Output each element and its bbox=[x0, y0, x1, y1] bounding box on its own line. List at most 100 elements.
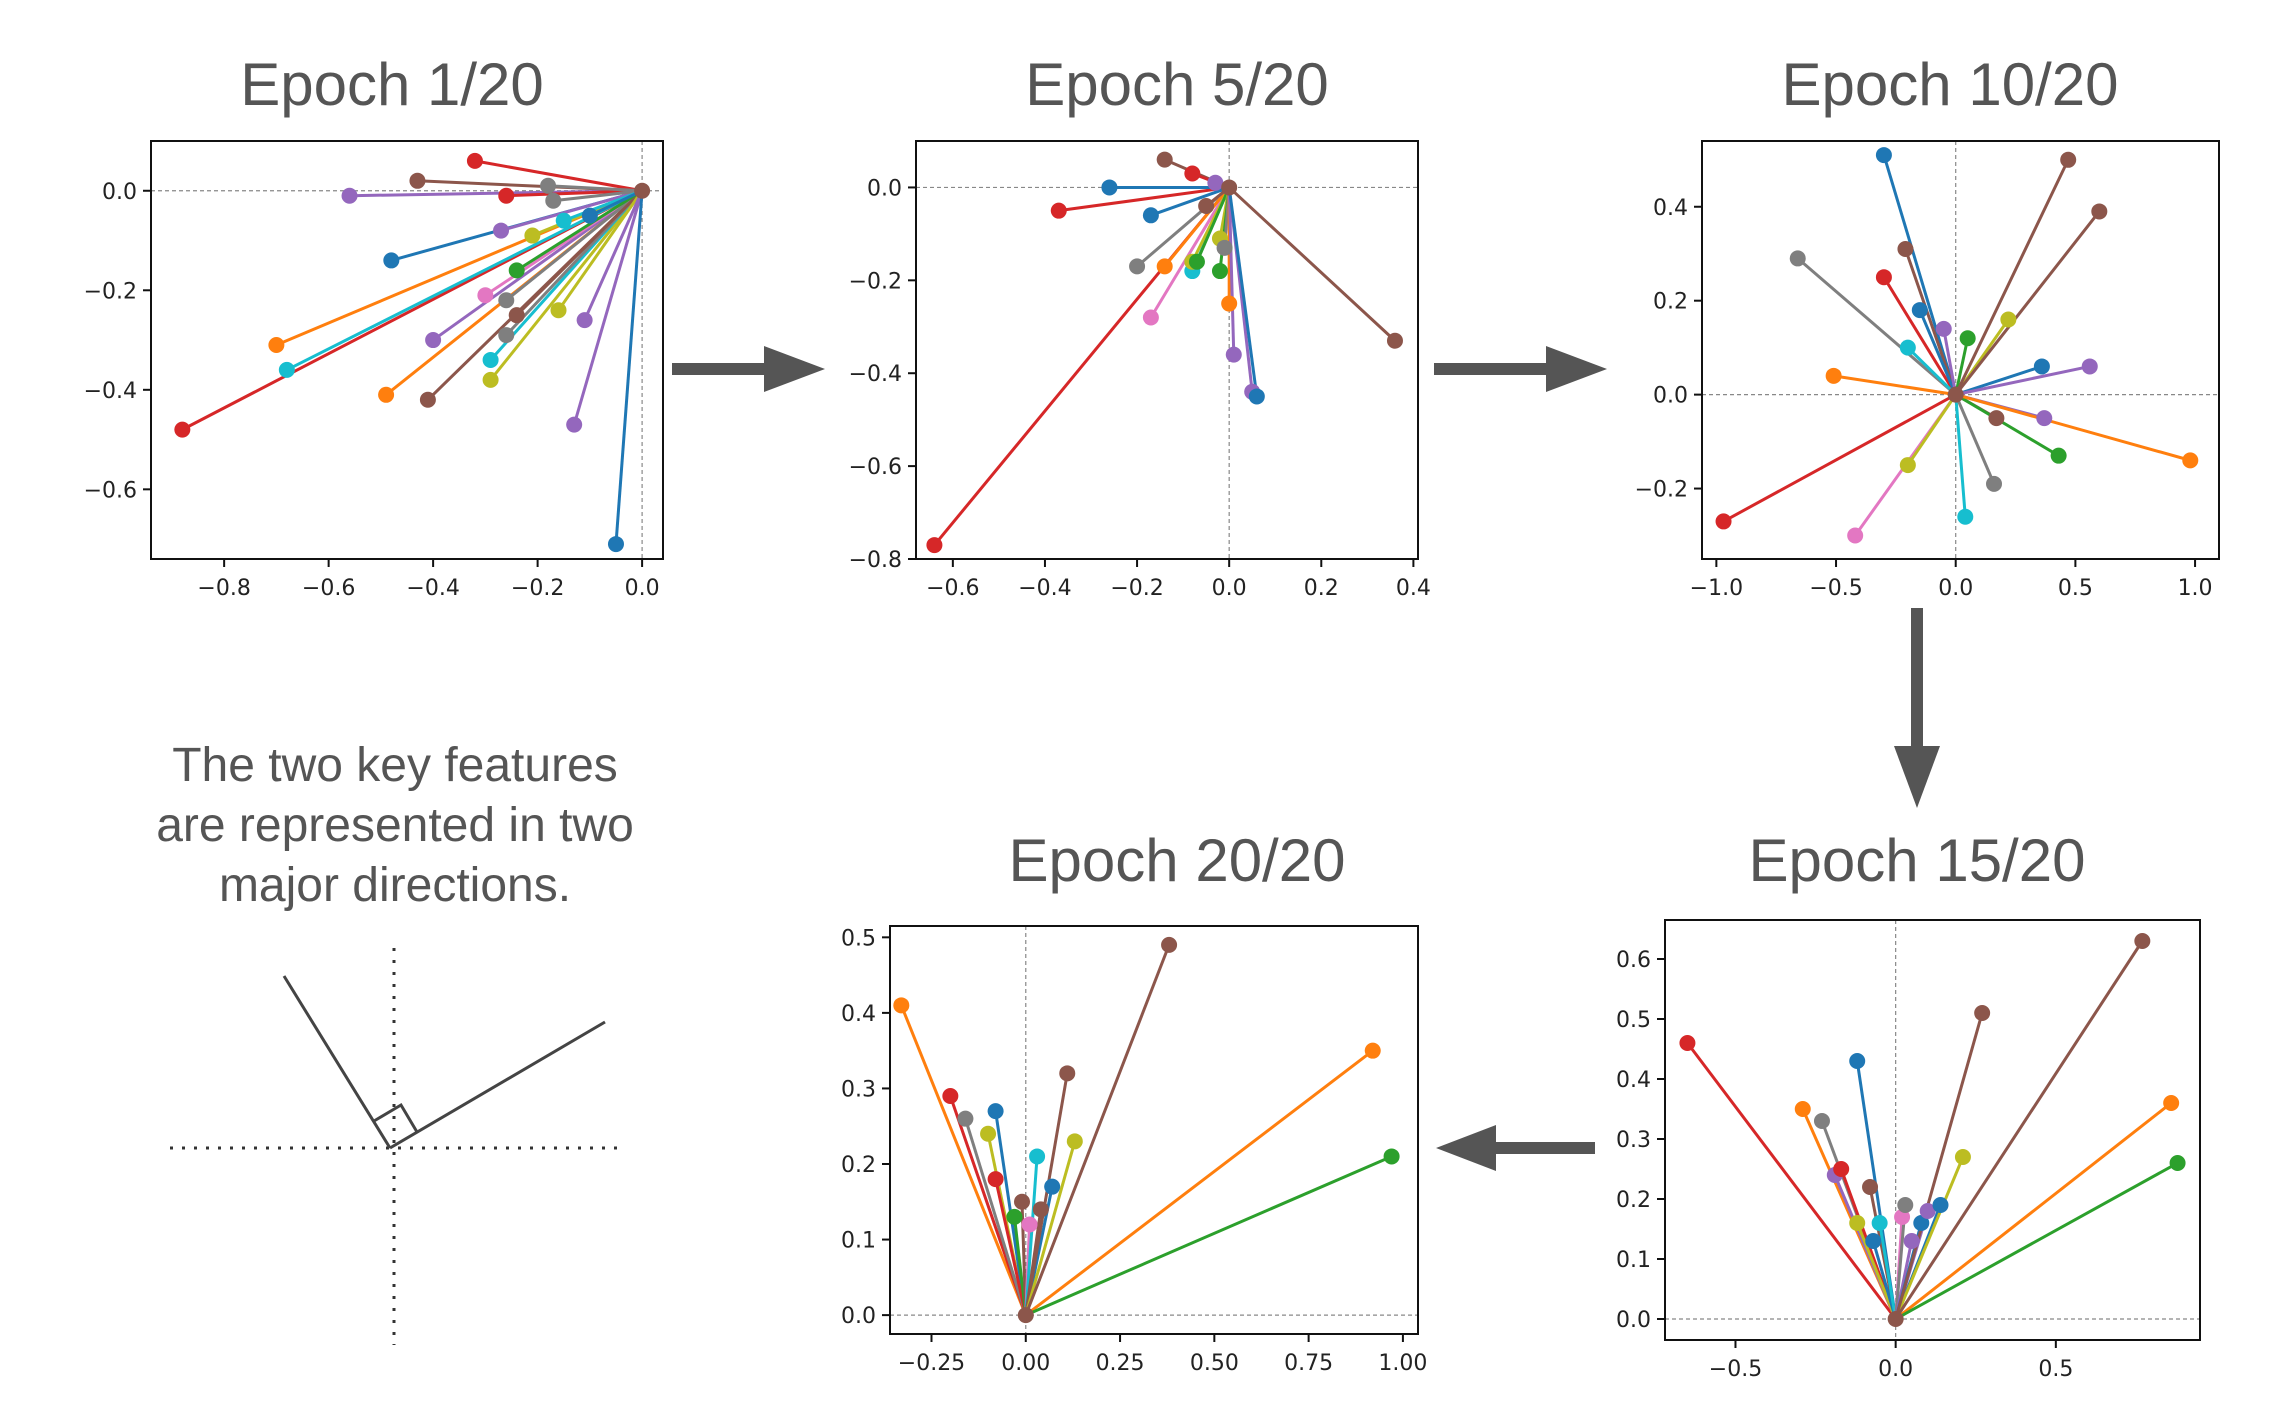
panel-title-epoch-20: Epoch 20/20 bbox=[1008, 827, 1346, 894]
vector-line-7 bbox=[1904, 248, 1958, 396]
origin-point bbox=[1017, 1307, 1034, 1324]
panel-title-epoch-15: Epoch 15/20 bbox=[1748, 827, 2086, 894]
flow-arrow-5-to-10 bbox=[1434, 346, 1607, 392]
vector-line-12 bbox=[1954, 394, 1967, 517]
data-point-21 bbox=[1248, 388, 1265, 405]
plot-area bbox=[890, 926, 1418, 1334]
data-point-3 bbox=[1101, 179, 1118, 196]
vector-line-13 bbox=[1954, 337, 1970, 395]
data-point-12 bbox=[1044, 1178, 1061, 1195]
data-point-6 bbox=[1142, 207, 1159, 224]
vector-line-14 bbox=[500, 189, 643, 233]
y-tick-label: −0.2 bbox=[1635, 478, 1688, 503]
vector-line-14 bbox=[1024, 1140, 1077, 1316]
origin-point bbox=[634, 182, 651, 199]
data-point-17 bbox=[1954, 1149, 1971, 1165]
data-point-13 bbox=[1198, 198, 1215, 215]
x-tick-label: −0.2 bbox=[511, 576, 564, 601]
data-point-19 bbox=[1225, 346, 1242, 363]
vector-line-19 bbox=[1227, 187, 1236, 355]
data-point-8 bbox=[1899, 457, 1916, 474]
x-tick-label: 0.0 bbox=[625, 576, 660, 601]
vector-line-2 bbox=[1796, 257, 1957, 396]
data-point-10 bbox=[1911, 302, 1928, 319]
vector-line-3 bbox=[286, 189, 643, 372]
x-tick-label: 0.4 bbox=[1396, 576, 1431, 601]
y-tick-label: 0.4 bbox=[1616, 1068, 1651, 1093]
vector-line-12 bbox=[489, 189, 644, 381]
x-tick-label: 0.0 bbox=[1212, 576, 1247, 601]
data-point-3 bbox=[957, 1110, 974, 1127]
data-point-12 bbox=[1957, 508, 1974, 525]
data-point-11 bbox=[1935, 320, 1952, 337]
chart-1: −0.8 −0.6 −0.4 −0.2 0.0 0.0 −0.2 −0.4 −0.6 bbox=[84, 140, 664, 601]
data-point-4 bbox=[1129, 258, 1146, 275]
y-tick-label: 0.0 bbox=[867, 176, 902, 201]
data-point-5 bbox=[1833, 1161, 1850, 1177]
data-point-8 bbox=[419, 391, 436, 408]
vector-line-1 bbox=[1686, 1042, 1897, 1320]
x-tick-label: −0.4 bbox=[406, 576, 459, 601]
x-tick-label: −0.6 bbox=[302, 576, 355, 601]
y-tick-label: 0.2 bbox=[1616, 1188, 1651, 1213]
origin-point bbox=[1887, 1311, 1904, 1327]
y-tick-label: −0.6 bbox=[849, 455, 902, 480]
vector-line-2 bbox=[1058, 185, 1230, 213]
vector-line-19 bbox=[1954, 393, 2060, 457]
vector-line-21 bbox=[1894, 1161, 2179, 1321]
data-point-22 bbox=[2091, 203, 2108, 220]
vector-line-16 bbox=[1024, 1049, 1374, 1317]
y-tick-label: −0.2 bbox=[849, 269, 902, 294]
vector-line-10 bbox=[1878, 1222, 1898, 1320]
vector-line-10 bbox=[474, 159, 643, 193]
data-point-28 bbox=[581, 207, 598, 224]
vector-line-18 bbox=[515, 189, 644, 317]
data-point-8 bbox=[1862, 1179, 1879, 1195]
plot-frame bbox=[915, 140, 1419, 560]
plot-frame bbox=[1664, 919, 2201, 1341]
x-tick-label: −1.0 bbox=[1690, 576, 1743, 601]
vector-line-8 bbox=[1906, 393, 1957, 466]
plot-area bbox=[1702, 141, 2219, 559]
data-point-5 bbox=[1875, 147, 1892, 164]
data-point-8 bbox=[1156, 258, 1173, 275]
data-point-3 bbox=[1813, 1113, 1830, 1129]
y-tick-label: 0.5 bbox=[1616, 1008, 1651, 1033]
data-point-17 bbox=[498, 187, 515, 204]
data-point-2 bbox=[1050, 202, 1067, 219]
data-point-10 bbox=[1029, 1148, 1046, 1165]
chart-5: −0.25 0.00 0.25 0.50 0.75 1.00 0.5 0.4 0.3 0.2 0.1… bbox=[841, 925, 1427, 1376]
plot-frame bbox=[150, 140, 664, 560]
caption-line-2: are represented in two bbox=[156, 799, 634, 852]
data-point-13 bbox=[1059, 1065, 1076, 1082]
y-tick-label: 0.0 bbox=[1616, 1308, 1651, 1333]
data-point-1 bbox=[926, 537, 943, 554]
vector-line-5 bbox=[1149, 186, 1231, 319]
vector-line-1 bbox=[1722, 393, 1957, 523]
chart-4: −0.5 0.0 0.5 0.6 0.5 0.4 0.3 0.2 0.1 0.0 bbox=[1616, 919, 2201, 1382]
data-point-18 bbox=[1974, 1005, 1991, 1021]
chart-2: −0.6 −0.4 −0.2 0.0 0.2 0.4 0.0 −0.2 −0.4 −0.6 −0.8 bbox=[849, 140, 1431, 601]
x-tick-label: 1.0 bbox=[2178, 576, 2213, 601]
vector-line-21 bbox=[1955, 364, 2091, 397]
y-tick-label: 0.2 bbox=[841, 1153, 876, 1178]
data-point-17 bbox=[1383, 1148, 1400, 1165]
data-point-11 bbox=[477, 287, 494, 304]
caption-line-1: The two key features bbox=[172, 739, 618, 792]
vector-line-9 bbox=[1906, 346, 1957, 396]
vector-line-20 bbox=[1954, 159, 2070, 396]
data-point-21 bbox=[540, 177, 557, 194]
x-tick-label: 1.00 bbox=[1378, 1351, 1427, 1376]
y-tick-label: 0.1 bbox=[1616, 1248, 1651, 1273]
vector-line-1 bbox=[899, 1004, 1028, 1316]
chart-3: −1.0 −0.5 0.0 0.5 1.0 0.4 0.2 0.0 −0.2 bbox=[1635, 140, 2220, 601]
data-point-13 bbox=[1903, 1233, 1920, 1249]
data-point-8 bbox=[1014, 1193, 1030, 1210]
data-point-19 bbox=[2134, 933, 2151, 949]
x-tick-label: −0.5 bbox=[1709, 1357, 1762, 1382]
y-tick-label: 0.6 bbox=[1616, 948, 1651, 973]
vector-line-23 bbox=[1955, 393, 2191, 462]
data-point-7 bbox=[1849, 1215, 1866, 1231]
